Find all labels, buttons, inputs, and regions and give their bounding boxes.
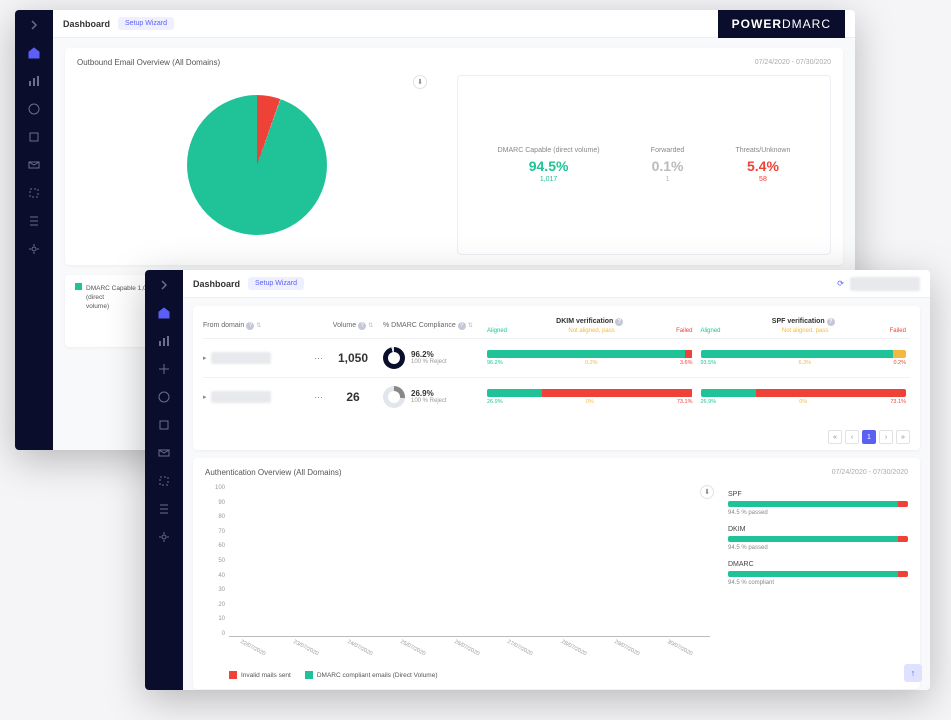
sidebar-item-reports[interactable] [157,334,171,348]
auth-bar-chart: ⬇ 1009080706050403020100 22/07/202023/07… [205,485,714,665]
brand-logo: POWERDMARC [718,10,845,38]
sidebar-item-5[interactable] [157,474,171,488]
page-1[interactable]: 1 [862,430,876,444]
expand-row-icon[interactable]: ▸ [203,393,207,401]
volume-value: 1,050 [323,351,383,365]
topbar: Dashboard Setup Wizard ⟳ [183,270,930,298]
sidebar-item-reports[interactable] [27,74,41,88]
scroll-top-button[interactable]: ↑ [904,664,922,682]
sidebar-item-dashboard[interactable] [157,306,171,320]
sort-icon[interactable]: ⇅ [256,323,261,329]
stat-item: Threats/Unknown5.4%58 [736,147,791,183]
stat-item: DMARC Capable (direct volume)94.5%1,017 [498,147,600,183]
setup-wizard-button[interactable]: Setup Wizard [118,17,174,30]
sidebar [145,270,183,690]
sidebar-item-6[interactable] [157,502,171,516]
overview-title: Outbound Email Overview (All Domains) [77,58,220,67]
dkim-bar [487,389,693,397]
compliance-sub: 100 % Reject [411,398,447,404]
pass-item: DMARC 94.5 % compliant [728,561,908,586]
domain-name [211,391,271,403]
spf-bar [701,350,907,358]
domain-name [211,352,271,364]
sidebar-item-mail[interactable] [27,158,41,172]
sidebar-item-tools[interactable] [157,418,171,432]
table-row: ▸ ⋯ 1,050 96.2%100 % Reject 96.2%0.2%3.6… [203,338,910,377]
dashboard-window-front: Dashboard Setup Wizard ⟳ From domain?⇅ V… [145,270,930,690]
expand-row-icon[interactable]: ▸ [203,354,207,362]
col-domain: From domain?⇅ [203,322,323,330]
sidebar-item-6[interactable] [27,214,41,228]
pass-item: DKIM 94.5 % passed [728,526,908,551]
compliance-sub: 100 % Reject [411,359,447,365]
sidebar-item-mail[interactable] [157,446,171,460]
col-volume: Volume?⇅ [323,322,383,330]
spf-bar [701,389,907,397]
pie-chart [187,95,327,235]
page-next[interactable]: › [879,430,893,444]
topbar: Dashboard Setup Wizard POWERDMARC [53,10,855,38]
legend-invalid: Invalid mails sent [229,671,291,679]
compliance-donut [383,386,405,408]
sidebar-item-settings[interactable] [157,530,171,544]
sidebar-expand-icon[interactable] [157,278,171,292]
sidebar-item-5[interactable] [27,186,41,200]
help-icon[interactable]: ? [827,318,835,326]
sidebar-item-domains[interactable] [157,390,171,404]
help-icon[interactable]: ? [358,322,366,330]
compliance-donut [383,347,405,369]
sidebar-item-dashboard[interactable] [27,46,41,60]
sidebar-item-tools[interactable] [27,130,41,144]
help-icon[interactable]: ? [246,322,254,330]
sort-icon[interactable]: ⇅ [468,323,473,329]
row-menu-icon[interactable]: ⋯ [314,392,323,403]
refresh-icon[interactable]: ⟳ [837,279,844,288]
auth-title: Authentication Overview (All Domains) [205,468,342,477]
col-spf: SPF verification? Aligned Not aligned, p… [697,318,911,334]
sidebar-expand-icon[interactable] [27,18,41,32]
overview-panel: Outbound Email Overview (All Domains) 07… [65,48,843,265]
stat-item: Forwarded0.1%1 [651,147,684,183]
download-icon[interactable]: ⬇ [413,75,427,89]
sidebar-item-2[interactable] [157,362,171,376]
date-range: 07/24/2020 - 07/30/2020 [755,59,831,66]
legend-dot [75,283,82,290]
row-menu-icon[interactable]: ⋯ [314,353,323,364]
auth-overview-panel: Authentication Overview (All Domains) 07… [193,458,920,689]
page-last[interactable]: » [896,430,910,444]
page-title: Dashboard [63,19,110,29]
page-first[interactable]: « [828,430,842,444]
col-dkim: DKIM verification? Aligned Not aligned, … [483,318,697,334]
date-range: 07/24/2020 - 07/30/2020 [832,469,908,476]
help-icon[interactable]: ? [615,318,623,326]
pagination: « ‹ 1 › » [193,424,920,450]
help-icon[interactable]: ? [458,322,466,330]
compliance-pct: 96.2% [411,351,447,360]
account-selector[interactable] [850,277,920,291]
sidebar [15,10,53,450]
pass-item: SPF 94.5 % passed [728,491,908,516]
page-prev[interactable]: ‹ [845,430,859,444]
col-compliance: % DMARC Compliance?⇅ [383,322,483,330]
page-title: Dashboard [193,279,240,289]
pass-rates: SPF 94.5 % passed DKIM 94.5 % passed DMARC… [728,485,908,679]
dkim-bar [487,350,693,358]
stats-box: DMARC Capable (direct volume)94.5%1,017 F… [457,75,831,255]
compliance-pct: 26.9% [411,390,447,399]
volume-value: 26 [323,390,383,404]
table-row: ▸ ⋯ 26 26.9%100 % Reject 26.9%0%73.1% [203,377,910,416]
legend-compliant: DMARC compliant emails (Direct Volume) [305,671,438,679]
setup-wizard-button[interactable]: Setup Wizard [248,277,304,290]
sidebar-item-settings[interactable] [27,242,41,256]
sort-icon[interactable]: ⇅ [368,323,373,329]
sidebar-item-domains[interactable] [27,102,41,116]
domains-table: From domain?⇅ Volume?⇅ % DMARC Complianc… [193,306,920,450]
